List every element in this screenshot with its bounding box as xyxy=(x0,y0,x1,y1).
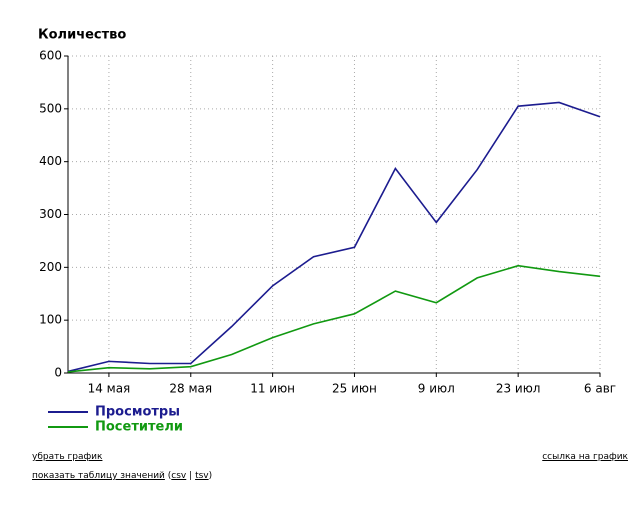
y-tick-label: 100 xyxy=(39,313,62,327)
x-tick-label: 11 июн xyxy=(250,382,295,396)
table-link[interactable]: показать таблицу значений xyxy=(32,471,165,481)
hide-link[interactable]: убрать график xyxy=(32,452,103,462)
y-tick-label: 400 xyxy=(39,154,62,168)
separator: | xyxy=(189,471,193,481)
chart-link[interactable]: ссылка на график xyxy=(542,452,628,462)
legend-label: Посетители xyxy=(95,420,183,435)
x-tick-label: 23 июл xyxy=(496,382,541,396)
y-tick-label: 0 xyxy=(54,366,62,380)
paren: ) xyxy=(208,471,213,481)
series-line xyxy=(67,264,601,373)
x-tick-label: 25 июн xyxy=(332,382,377,396)
csv-link[interactable]: csv xyxy=(171,471,187,481)
y-tick-label: 300 xyxy=(39,207,62,221)
x-tick-label: 9 июл xyxy=(418,382,455,396)
legend-label: Просмотры xyxy=(95,405,180,420)
y-tick-label: 600 xyxy=(39,49,62,63)
x-tick-label: 14 мая xyxy=(88,382,131,396)
y-tick-label: 200 xyxy=(39,260,62,274)
link-row: ссылка на график xyxy=(542,452,628,462)
y-tick-label: 500 xyxy=(39,101,62,115)
series-line xyxy=(67,101,601,373)
paren: ( xyxy=(167,471,172,481)
chart-title: Количество xyxy=(38,28,126,43)
x-tick-label: 6 авг xyxy=(584,382,616,396)
chart: Количество 0 100 200 300 400 500 600 14 мая 28 м… xyxy=(38,28,616,435)
x-tick-label: 28 мая xyxy=(169,382,212,396)
link-row: показать таблицу значений (csv | tsv) xyxy=(32,471,212,481)
tsv-link[interactable]: tsv xyxy=(195,471,209,481)
link-row: убрать график xyxy=(32,452,102,462)
